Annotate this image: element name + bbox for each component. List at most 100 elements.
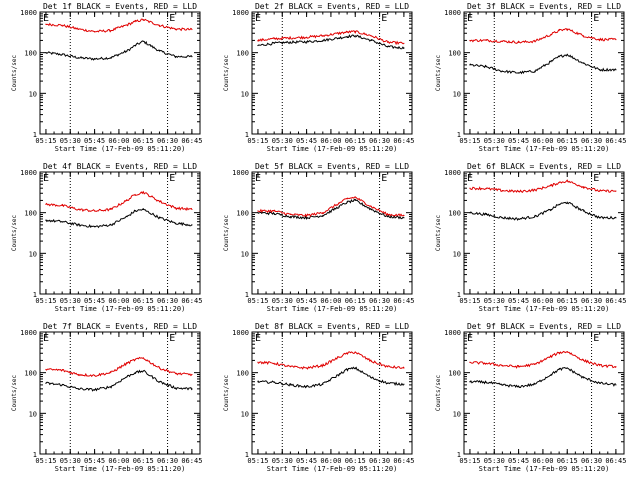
y-tick-label: 1 xyxy=(457,131,461,139)
lld-data-point xyxy=(501,189,503,192)
lld-data-point xyxy=(370,206,373,208)
lld-data-point xyxy=(191,373,193,376)
lld-data-point xyxy=(403,42,405,44)
events-data-point xyxy=(273,212,275,215)
events-data-point xyxy=(77,224,79,226)
y-tick-label: 1000 xyxy=(444,329,461,337)
e-marker-left: E xyxy=(467,13,473,24)
events-data-point xyxy=(403,47,405,49)
x-tick-label: 06:15 xyxy=(557,297,578,305)
y-axis-label: Counts/sec xyxy=(435,375,442,412)
x-tick-label: 06:15 xyxy=(133,297,154,305)
lld-data-point xyxy=(370,35,373,37)
y-tick-label: 100 xyxy=(24,210,37,218)
x-tick-label: 05:30 xyxy=(484,137,505,145)
e-marker-right: E xyxy=(593,173,599,184)
y-tick-label: 1 xyxy=(245,131,249,139)
y-tick-label: 10 xyxy=(29,250,37,258)
events-data-point xyxy=(469,381,471,383)
y-tick-label: 10 xyxy=(453,90,461,98)
events-data-point xyxy=(346,368,348,371)
x-tick-label: 05:30 xyxy=(272,457,293,465)
y-tick-label: 1000 xyxy=(232,329,249,337)
lld-data-point xyxy=(338,202,340,204)
x-tick-label: 06:45 xyxy=(181,457,202,465)
lld-data-point xyxy=(110,208,112,211)
lld-data-point xyxy=(517,41,520,43)
panel-title: Det 8f BLACK = Events, RED = LLD xyxy=(255,322,409,331)
events-data-point xyxy=(517,386,520,388)
lld-data-point xyxy=(273,38,275,40)
events-data-point xyxy=(289,216,291,218)
plot-frame xyxy=(251,171,413,295)
y-tick-label: 10 xyxy=(453,250,461,258)
lld-data-point xyxy=(322,35,324,37)
events-data-point xyxy=(558,368,560,371)
events-data-point xyxy=(273,381,275,383)
events-data-point xyxy=(534,383,536,385)
lld-series-line xyxy=(257,30,404,46)
lld-data-point xyxy=(134,21,136,23)
lld-data-point xyxy=(273,210,275,212)
x-axis-label: Start Time (17-Feb-09 05:11:20) xyxy=(479,145,610,153)
x-tick-label: 05:45 xyxy=(296,457,317,465)
lld-data-point xyxy=(257,39,259,42)
events-data-point xyxy=(126,376,128,378)
events-data-point xyxy=(403,217,405,219)
x-tick-label: 05:45 xyxy=(508,457,529,465)
y-tick-label: 10 xyxy=(241,250,249,258)
e-marker-right: E xyxy=(381,13,387,24)
events-data-point xyxy=(289,384,291,386)
events-data-point xyxy=(158,50,161,52)
x-axis-label: Start Time (17-Feb-09 05:11:20) xyxy=(267,465,398,473)
x-tick-label: 06:30 xyxy=(581,297,602,305)
events-data-point xyxy=(338,373,340,376)
events-data-point xyxy=(191,388,193,390)
lld-data-point xyxy=(134,193,136,196)
x-tick-label: 05:45 xyxy=(84,457,105,465)
panel-title: Det 2f BLACK = Events, RED = LLD xyxy=(255,2,409,11)
events-data-point xyxy=(305,41,308,43)
x-tick-label: 05:45 xyxy=(508,137,529,145)
lld-data-point xyxy=(191,28,193,31)
x-tick-label: 06:15 xyxy=(345,137,366,145)
y-axis-label: Counts/sec xyxy=(223,215,230,252)
events-data-point xyxy=(370,39,373,42)
events-data-point xyxy=(599,69,601,71)
panel-det-6f: Det 6f BLACK = Events, RED = LLD 1 10 100 10… xyxy=(435,162,626,313)
events-data-point xyxy=(558,56,560,58)
x-tick-label: 05:30 xyxy=(484,297,505,305)
y-tick-label: 1000 xyxy=(20,169,37,177)
y-tick-label: 1 xyxy=(245,451,249,459)
lld-data-point xyxy=(134,358,136,361)
x-axis-label: Start Time (17-Feb-09 05:11:20) xyxy=(267,305,398,313)
events-data-point xyxy=(93,389,96,391)
y-axis-label: Counts/sec xyxy=(435,215,442,252)
x-tick-label: 06:30 xyxy=(157,457,178,465)
lld-data-point xyxy=(110,29,112,32)
events-data-point xyxy=(387,46,389,48)
lld-data-point xyxy=(289,213,291,216)
e-marker-left: E xyxy=(467,173,473,184)
lld-series-line xyxy=(257,196,405,218)
e-marker-left: E xyxy=(255,173,261,184)
x-tick-label: 06:30 xyxy=(369,457,390,465)
lld-data-point xyxy=(501,40,503,42)
events-data-point xyxy=(550,373,552,376)
events-data-point xyxy=(469,64,471,66)
x-tick-label: 06:30 xyxy=(157,297,178,305)
events-data-point xyxy=(370,377,373,379)
panel-det-7f: Det 7f BLACK = Events, RED = LLD 1 10 100 10… xyxy=(11,322,202,473)
lld-data-point xyxy=(61,204,63,207)
events-data-point xyxy=(77,388,79,390)
x-tick-label: 06:00 xyxy=(532,297,553,305)
lld-data-point xyxy=(354,30,356,33)
lld-data-point xyxy=(142,19,144,21)
lld-data-point xyxy=(370,360,373,362)
x-tick-label: 06:30 xyxy=(369,137,390,145)
y-tick-label: 10 xyxy=(241,410,249,418)
lld-data-point xyxy=(599,38,601,41)
lld-data-point xyxy=(566,180,568,182)
y-tick-label: 1 xyxy=(245,291,249,299)
lld-data-point xyxy=(158,24,161,26)
